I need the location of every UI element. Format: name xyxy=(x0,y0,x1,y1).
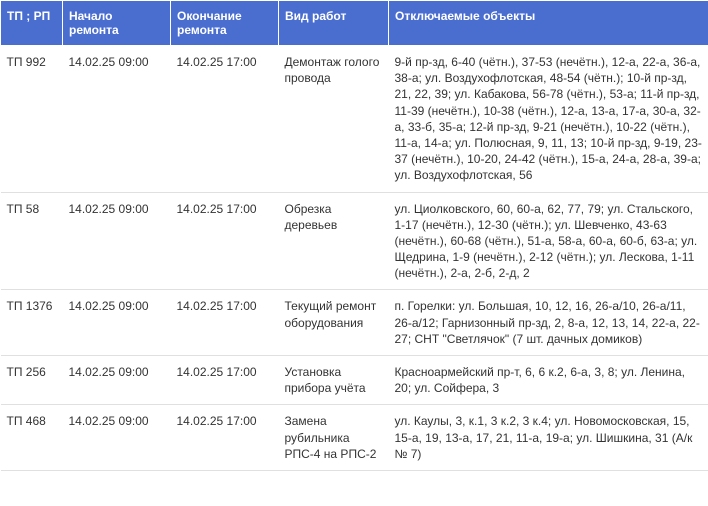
cell-start: 14.02.25 09:00 xyxy=(63,192,171,290)
cell-tp: ТП 468 xyxy=(1,405,63,471)
col-header-tp: ТП ; РП xyxy=(1,1,63,46)
cell-objects: ул. Каулы, 3, к.1, 3 к.2, 3 к.4; ул. Нов… xyxy=(389,405,708,471)
cell-work: Обрезка деревьев xyxy=(279,192,389,290)
cell-objects: ул. Циолковского, 60, 60-а, 62, 77, 79; … xyxy=(389,192,708,290)
cell-start: 14.02.25 09:00 xyxy=(63,46,171,193)
cell-end: 14.02.25 17:00 xyxy=(171,356,279,405)
cell-start: 14.02.25 09:00 xyxy=(63,290,171,356)
cell-tp: ТП 256 xyxy=(1,356,63,405)
cell-end: 14.02.25 17:00 xyxy=(171,405,279,471)
cell-end: 14.02.25 17:00 xyxy=(171,192,279,290)
cell-work: Текущий ремонт оборудования xyxy=(279,290,389,356)
cell-objects: Красноармейский пр-т, 6, 6 к.2, 6-а, 3, … xyxy=(389,356,708,405)
col-header-start: Начало ремонта xyxy=(63,1,171,46)
cell-tp: ТП 58 xyxy=(1,192,63,290)
table-header-row: ТП ; РП Начало ремонта Окончание ремонта… xyxy=(1,1,708,46)
cell-objects: 9-й пр-зд, 6-40 (чётн.), 37-53 (нечётн.)… xyxy=(389,46,708,193)
table-row: ТП 137614.02.25 09:0014.02.25 17:00Текущ… xyxy=(1,290,708,356)
col-header-objects: Отключаемые объекты xyxy=(389,1,708,46)
col-header-work: Вид работ xyxy=(279,1,389,46)
outage-table: ТП ; РП Начало ремонта Окончание ремонта… xyxy=(0,0,708,471)
table-row: ТП 46814.02.25 09:0014.02.25 17:00Замена… xyxy=(1,405,708,471)
col-header-end: Окончание ремонта xyxy=(171,1,279,46)
cell-work: Демонтаж голого провода xyxy=(279,46,389,193)
table-row: ТП 25614.02.25 09:0014.02.25 17:00Устано… xyxy=(1,356,708,405)
cell-tp: ТП 992 xyxy=(1,46,63,193)
cell-work: Установка прибора учёта xyxy=(279,356,389,405)
cell-work: Замена рубильника РПС-4 на РПС-2 xyxy=(279,405,389,471)
cell-start: 14.02.25 09:00 xyxy=(63,356,171,405)
table-body: ТП 99214.02.25 09:0014.02.25 17:00Демонт… xyxy=(1,46,708,471)
table-row: ТП 99214.02.25 09:0014.02.25 17:00Демонт… xyxy=(1,46,708,193)
cell-start: 14.02.25 09:00 xyxy=(63,405,171,471)
table-row: ТП 5814.02.25 09:0014.02.25 17:00Обрезка… xyxy=(1,192,708,290)
cell-tp: ТП 1376 xyxy=(1,290,63,356)
cell-end: 14.02.25 17:00 xyxy=(171,290,279,356)
cell-objects: п. Горелки: ул. Большая, 10, 12, 16, 26-… xyxy=(389,290,708,356)
cell-end: 14.02.25 17:00 xyxy=(171,46,279,193)
